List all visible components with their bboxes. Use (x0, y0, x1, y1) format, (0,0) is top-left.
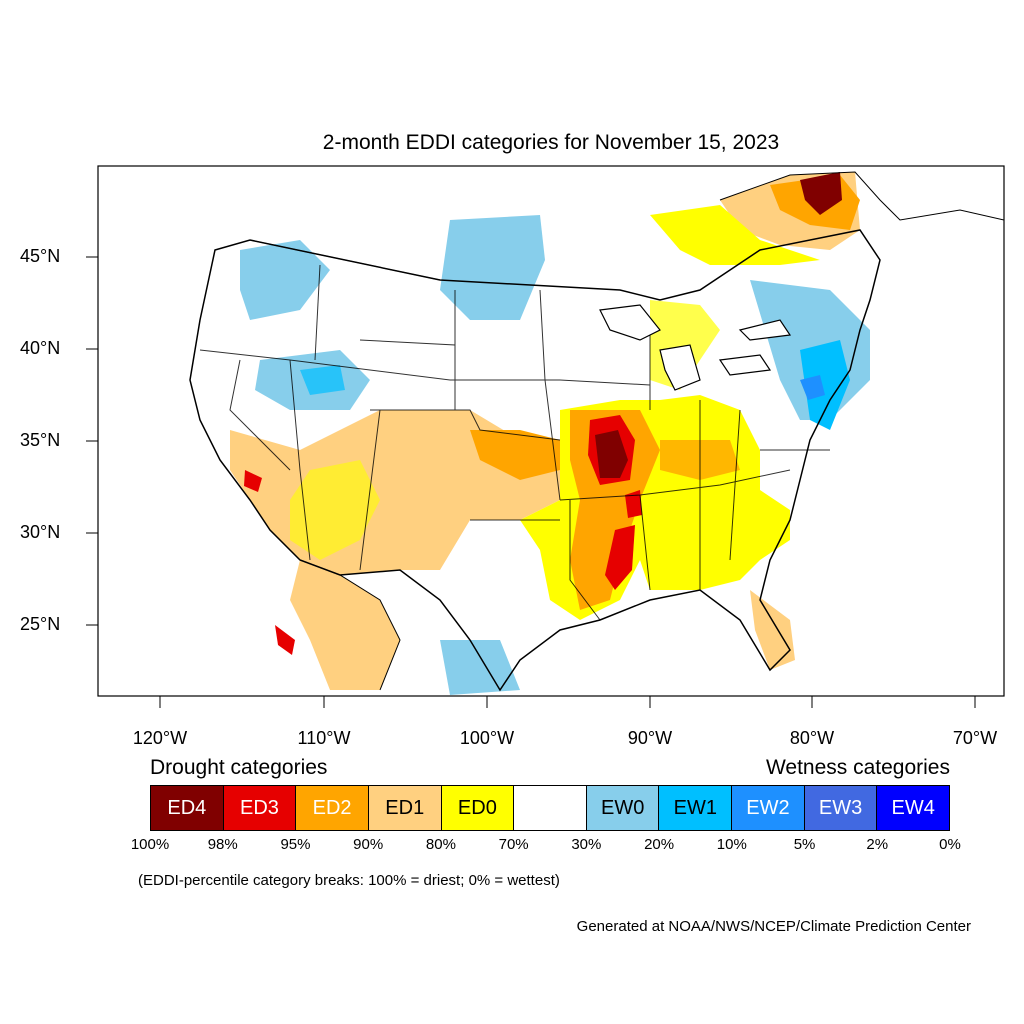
ed3-region-louisiana (605, 525, 635, 590)
ew0-region-northwest (240, 240, 330, 320)
ed3-region-baja (275, 625, 295, 655)
lon-label-110: 110°W (297, 728, 351, 748)
drought-categories-title: Drought categories (150, 756, 328, 779)
category-legend: ED4 ED3 ED2 ED1 ED0 EW0 EW1 EW2 EW3 EW4 (150, 785, 950, 831)
lat-label-45: 45°N (20, 246, 61, 266)
legend-box-ew4: EW4 (877, 786, 950, 830)
ed3-region-arkansas (625, 490, 642, 518)
percentile-label: 0% (939, 836, 961, 853)
credit-line: Generated at NOAA/NWS/NCEP/Climate Predi… (576, 918, 971, 935)
legend-box-ed2: ED2 (296, 786, 369, 830)
legend-box-ed3: ED3 (223, 786, 297, 830)
percentile-label: 90% (353, 836, 384, 853)
legend-box-ew3: EW3 (804, 786, 878, 830)
legend-box-ed4: ED4 (151, 786, 224, 830)
wetness-categories-title: Wetness categories (765, 756, 950, 779)
percentile-label: 2% (866, 836, 889, 853)
map-title: 2-month EDDI categories for November 15,… (322, 131, 780, 154)
percentile-label: 70% (498, 836, 529, 853)
percentile-label: 98% (207, 836, 238, 853)
lat-ticks (86, 256, 98, 626)
ed0-region-canada-south (650, 205, 820, 265)
lon-label-70: 70°W (952, 728, 998, 748)
legend-box-ed0: ED0 (441, 786, 515, 830)
lon-label-80: 80°W (789, 728, 835, 748)
percentile-label: 10% (716, 836, 747, 853)
percentile-label: 80% (425, 836, 456, 853)
ew0-region-dakotas (440, 215, 545, 320)
percentile-label: 100% (130, 836, 170, 853)
ew2-region-newyork (800, 375, 825, 400)
legend-box-ed1: ED1 (368, 786, 442, 830)
canada-border (719, 171, 1004, 221)
ew0-region-texas-south (440, 640, 520, 695)
ed3-region-california (244, 470, 262, 492)
category-note: (EDDI-percentile category breaks: 100% =… (138, 872, 560, 889)
great-lakes (599, 304, 792, 391)
lon-ticks (159, 696, 976, 708)
lon-label-100: 100°W (459, 728, 515, 748)
ed0-region-florida (750, 590, 795, 670)
percentile-label: 5% (793, 836, 816, 853)
coastline (189, 229, 881, 692)
lat-label-40: 40°N (20, 338, 61, 358)
lon-label-120: 120°W (132, 728, 188, 748)
ed4-region-canada (800, 172, 842, 215)
mexico-border (299, 559, 521, 691)
ed0-region-west (290, 460, 380, 560)
lon-label-90: 90°W (627, 728, 673, 748)
percentile-label: 95% (280, 836, 311, 853)
legend-box-ew0: EW0 (586, 786, 660, 830)
legend-box-ew2: EW2 (732, 786, 805, 830)
ed2-region-kansas (470, 430, 560, 480)
map-border (97, 165, 1005, 697)
lat-label-35: 35°N (20, 430, 61, 450)
lat-label-30: 30°N (20, 522, 61, 542)
ed1-region-mexico (290, 560, 400, 690)
ew1-region-greatbasin (300, 365, 345, 395)
legend-box-neutral (514, 786, 587, 830)
ew1-region-northeast (800, 340, 850, 430)
legend-box-ew1: EW1 (659, 786, 733, 830)
lat-label-25: 25°N (20, 614, 61, 634)
percentile-label: 20% (644, 836, 675, 853)
percentile-label: 30% (571, 836, 602, 853)
ed4-region-missouri (595, 430, 628, 478)
state-borders (199, 239, 830, 621)
